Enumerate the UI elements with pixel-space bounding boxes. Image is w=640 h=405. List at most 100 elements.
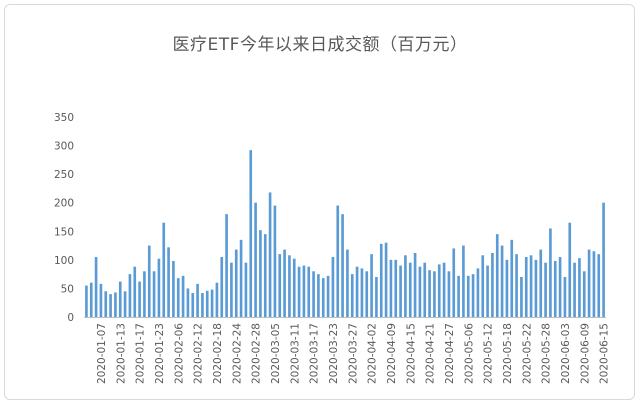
x-tick-label: 2020-01-07 <box>96 323 108 384</box>
bar <box>587 249 591 317</box>
bar <box>457 275 460 317</box>
x-tick-label: 2020-02-24 <box>231 323 243 384</box>
bar <box>510 239 514 317</box>
bar <box>355 266 359 317</box>
bar <box>524 257 528 317</box>
x-tick-label: 2020-04-27 <box>444 323 456 384</box>
x-tick-label: 2020-02-12 <box>193 323 205 384</box>
bar <box>147 245 151 317</box>
bar <box>404 255 407 317</box>
bar <box>336 205 340 317</box>
bar <box>592 251 596 317</box>
bar <box>549 228 552 317</box>
bar <box>520 277 523 317</box>
y-tick-label: 0 <box>67 312 74 324</box>
bar <box>133 266 137 317</box>
bar <box>254 202 257 317</box>
bar <box>408 262 412 317</box>
bar <box>544 262 547 317</box>
bar <box>143 271 146 317</box>
bar <box>89 282 93 317</box>
bar <box>486 265 489 317</box>
bar <box>234 249 238 317</box>
bar <box>317 274 320 317</box>
bars <box>85 150 605 317</box>
bar <box>172 261 175 317</box>
bar <box>379 243 383 317</box>
bar <box>433 271 436 317</box>
bar <box>413 253 417 317</box>
y-axis-ticks: 0 50 100 150 200 250 300 350 <box>54 112 74 324</box>
y-tick-label: 350 <box>54 112 74 124</box>
bar <box>176 278 180 317</box>
y-tick-label: 250 <box>54 169 74 181</box>
bar <box>553 261 557 317</box>
bar <box>167 247 170 317</box>
bar <box>94 257 98 317</box>
x-tick-label: 2020-06-09 <box>579 323 591 384</box>
chart-frame <box>4 4 635 400</box>
x-tick-label: 2020-03-23 <box>328 323 340 384</box>
x-tick-label: 2020-05-12 <box>483 323 495 384</box>
x-tick-label: 2020-04-02 <box>367 323 379 384</box>
bar <box>563 277 567 317</box>
y-tick-label: 100 <box>54 255 74 267</box>
bar <box>495 234 499 317</box>
bar <box>259 230 262 317</box>
bar <box>582 271 586 317</box>
y-tick-label: 200 <box>54 198 74 210</box>
x-tick-label: 2020-06-15 <box>599 323 611 384</box>
x-tick-label: 2020-05-18 <box>502 323 514 384</box>
y-tick-label: 50 <box>61 283 74 295</box>
bar <box>578 258 581 317</box>
y-tick-label: 150 <box>54 226 74 238</box>
bar <box>384 242 388 317</box>
bar <box>278 254 282 317</box>
bar <box>292 258 296 317</box>
bar <box>505 259 509 317</box>
x-tick-label: 2020-02-18 <box>212 323 224 384</box>
bar <box>215 282 219 317</box>
bar <box>515 254 518 317</box>
bar <box>442 262 446 317</box>
bar <box>263 234 267 317</box>
bar <box>491 253 494 317</box>
bar <box>418 266 422 317</box>
bar <box>297 266 301 317</box>
bar <box>500 245 504 317</box>
bar <box>114 292 117 317</box>
x-tick-label: 2020-05-28 <box>541 323 553 384</box>
bar <box>452 248 456 317</box>
bar <box>341 214 344 317</box>
bar <box>181 275 185 317</box>
bar <box>573 262 576 317</box>
x-tick-label: 2020-05-22 <box>521 323 533 384</box>
bar <box>312 271 315 317</box>
bar <box>602 202 605 317</box>
bar <box>350 274 354 317</box>
x-tick-label: 2020-06-03 <box>560 323 572 384</box>
bar <box>568 222 572 317</box>
bar <box>152 271 156 317</box>
bar <box>191 293 195 317</box>
x-tick-label: 2020-04-21 <box>425 323 437 384</box>
bar <box>201 293 204 317</box>
chart-title: 医疗ETF今年以来日成交额（百万元） <box>172 35 468 55</box>
bar <box>394 259 398 317</box>
bar <box>558 257 562 317</box>
bar <box>162 222 166 317</box>
x-tick-label: 2020-01-17 <box>135 323 147 384</box>
bar <box>481 255 485 317</box>
bar <box>365 271 369 317</box>
bar <box>307 266 311 317</box>
bar <box>220 257 224 317</box>
x-tick-label: 2020-02-06 <box>173 323 185 384</box>
bar <box>239 239 243 317</box>
bar <box>205 290 209 317</box>
bar <box>428 270 431 317</box>
x-tick-label: 2020-04-15 <box>405 323 417 384</box>
x-tick-label: 2020-05-06 <box>463 323 475 384</box>
bar <box>288 255 291 317</box>
bar <box>128 274 132 317</box>
